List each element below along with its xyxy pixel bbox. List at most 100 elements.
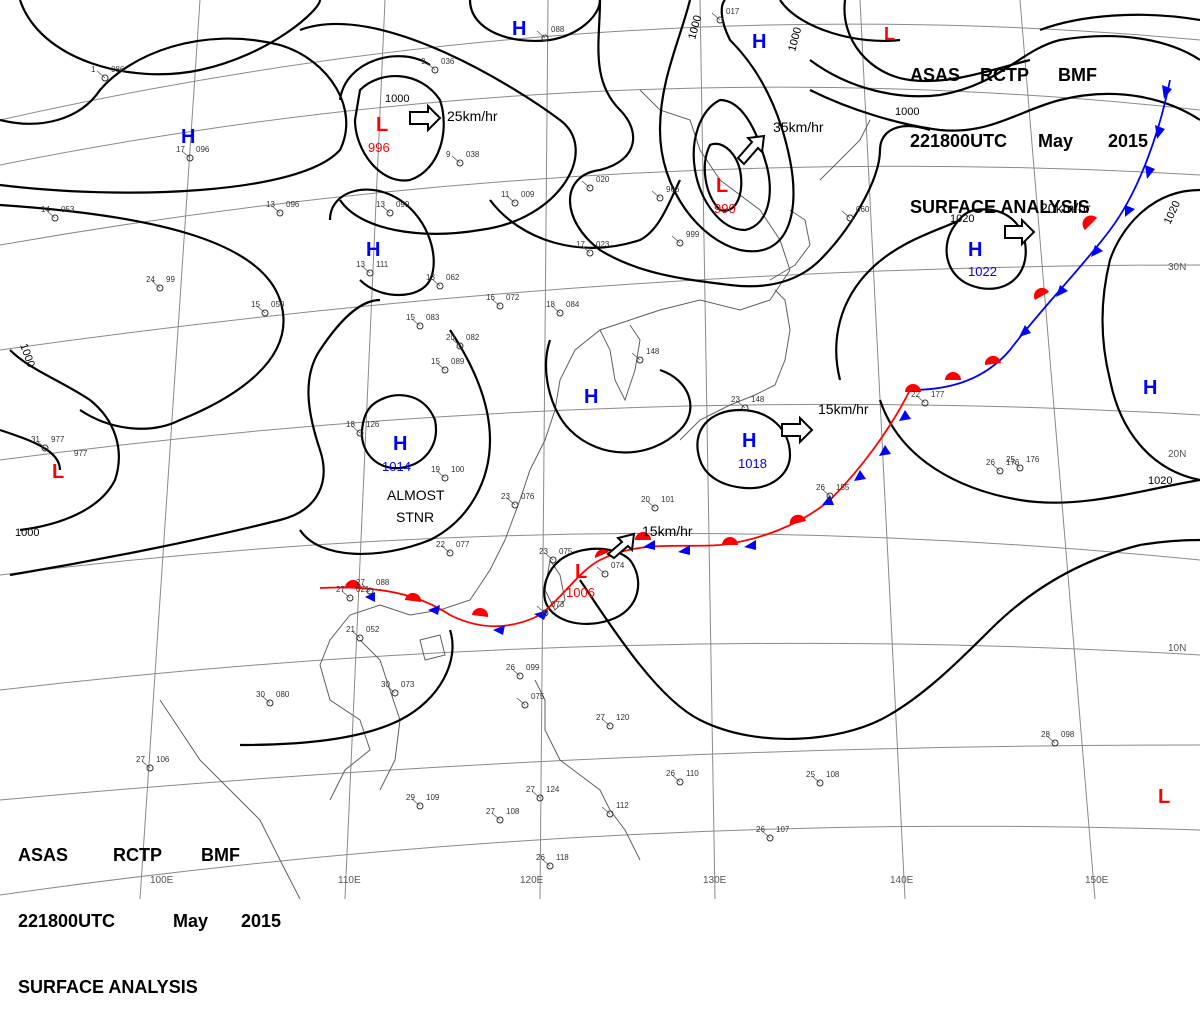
station-pressure: 096 bbox=[196, 145, 210, 154]
header-year: 2015 bbox=[1108, 130, 1148, 152]
station-temperature: 23 bbox=[731, 395, 740, 404]
header-station: RCTP bbox=[980, 64, 1058, 86]
station-pressure: 099 bbox=[396, 200, 410, 209]
low-center-marker: L bbox=[575, 561, 587, 583]
high-center-value: 1022 bbox=[968, 264, 997, 279]
high-center-value: 1018 bbox=[738, 456, 767, 471]
station-pressure: 073 bbox=[401, 680, 415, 689]
station-pressure: 073 bbox=[551, 600, 565, 609]
longitude-label: 110E bbox=[338, 875, 361, 886]
station-temperature: 27 bbox=[596, 713, 605, 722]
station-pressure: 110 bbox=[686, 769, 699, 778]
station-pressure: 111 bbox=[376, 260, 389, 269]
station-temperature: 28 bbox=[1041, 730, 1050, 739]
station-temperature: 27 bbox=[526, 785, 535, 794]
station-pressure: 086 bbox=[111, 65, 125, 74]
station-pressure: 052 bbox=[366, 625, 380, 634]
station-temperature: 26 bbox=[506, 663, 515, 672]
station-temperature: 27 bbox=[356, 578, 365, 587]
station-temperature: 13 bbox=[356, 260, 365, 269]
longitude-label: 130E bbox=[703, 875, 727, 886]
station-temperature: 15 bbox=[431, 357, 440, 366]
station-temperature: 13 bbox=[426, 273, 435, 282]
station-temperature: 27 bbox=[136, 755, 145, 764]
station-pressure: 112 bbox=[616, 801, 629, 810]
station-pressure: 082 bbox=[466, 333, 480, 342]
header-title: SURFACE ANALYSIS bbox=[910, 196, 1090, 218]
station-pressure: 083 bbox=[426, 313, 440, 322]
station-temperature: 27 bbox=[336, 585, 345, 594]
header-station: ASAS bbox=[910, 64, 980, 86]
station-pressure: 077 bbox=[456, 540, 470, 549]
station-temperature: 9 bbox=[421, 57, 426, 66]
station-pressure: 053 bbox=[61, 205, 75, 214]
almost-label: ALMOST bbox=[387, 487, 445, 503]
header-month: May bbox=[1038, 130, 1108, 152]
footer-station: ASAS bbox=[18, 844, 113, 866]
high-center-marker: H bbox=[366, 239, 380, 261]
longitude-label: 150E bbox=[1085, 875, 1109, 886]
header-bottom: ASAS RCTP BMF 221800UTC May 2015 SURFACE… bbox=[18, 800, 281, 1020]
footer-title: SURFACE ANALYSIS bbox=[18, 976, 198, 998]
station-temperature: 18 bbox=[346, 420, 355, 429]
station-pressure: 99 bbox=[166, 275, 175, 284]
footer-title-line: SURFACE ANALYSIS bbox=[18, 976, 281, 998]
latitude-label: 30N bbox=[1168, 262, 1186, 273]
motion-speed-label: 15km/hr bbox=[818, 401, 869, 417]
station-temperature: 14 bbox=[41, 205, 50, 214]
station-temperature: 23 bbox=[501, 492, 510, 501]
low-center-value: 1006 bbox=[566, 585, 595, 600]
low-center-marker: L bbox=[52, 461, 64, 483]
station-temperature: 25 bbox=[806, 770, 815, 779]
station-temperature: 13 bbox=[266, 200, 275, 209]
station-pressure: 072 bbox=[506, 293, 520, 302]
station-pressure: 080 bbox=[276, 690, 290, 699]
isobar-label: 1000 bbox=[15, 527, 39, 539]
station-pressure: 084 bbox=[566, 300, 580, 309]
station-temperature: 15 bbox=[251, 300, 260, 309]
station-temperature: 25 bbox=[1006, 455, 1015, 464]
station-temperature: 26 bbox=[666, 769, 675, 778]
footer-time: 221800UTC bbox=[18, 910, 173, 932]
motion-speed-label: 15km/hr bbox=[642, 523, 693, 539]
station-pressure: 108 bbox=[506, 807, 520, 816]
station-temperature: 20 bbox=[446, 333, 455, 342]
station-temperature: 19 bbox=[431, 465, 440, 474]
station-temperature: 13 bbox=[376, 200, 385, 209]
station-pressure: 118 bbox=[556, 853, 569, 862]
station-temperature: 20 bbox=[641, 495, 650, 504]
header-time-line: 221800UTC May 2015 bbox=[910, 130, 1148, 152]
station-pressure: 101 bbox=[661, 495, 675, 504]
station-pressure: 155 bbox=[836, 483, 850, 492]
station-pressure: 038 bbox=[466, 150, 480, 159]
high-center-marker: H bbox=[393, 433, 407, 455]
station-temperature: 21 bbox=[346, 625, 355, 634]
footer-year: 2015 bbox=[241, 910, 281, 932]
station-pressure: 050 bbox=[271, 300, 285, 309]
station-temperature: 27 bbox=[486, 807, 495, 816]
station-pressure: 098 bbox=[1061, 730, 1075, 739]
high-center-value: 1014 bbox=[382, 459, 411, 474]
station-temperature: 18 bbox=[546, 300, 555, 309]
station-temperature: 22 bbox=[436, 540, 445, 549]
header-title-line: SURFACE ANALYSIS bbox=[910, 196, 1148, 218]
station-pressure: 088 bbox=[376, 578, 390, 587]
station-temperature: 29 bbox=[406, 793, 415, 802]
station-temperature: 23 bbox=[539, 547, 548, 556]
station-pressure: 020 bbox=[596, 175, 610, 184]
station-pressure: 089 bbox=[451, 357, 465, 366]
station-temperature: 31 bbox=[31, 435, 40, 444]
station-temperature: 26 bbox=[986, 458, 995, 467]
station-temperature: 26 bbox=[756, 825, 765, 834]
station-temperature: 17 bbox=[576, 240, 585, 249]
station-temperature: 26 bbox=[536, 853, 545, 862]
station-pressure: 100 bbox=[451, 465, 465, 474]
station-pressure: 126 bbox=[366, 420, 380, 429]
station-temperature: 22 bbox=[911, 390, 920, 399]
header-top: ASAS RCTP BMF 221800UTC May 2015 SURFACE… bbox=[910, 20, 1148, 240]
station-pressure: 075 bbox=[531, 692, 545, 701]
station-pressure: 074 bbox=[611, 561, 625, 570]
station-pressure: 106 bbox=[156, 755, 170, 764]
stnr-label: STNR bbox=[396, 509, 434, 525]
low-center-value: 990 bbox=[714, 201, 736, 216]
